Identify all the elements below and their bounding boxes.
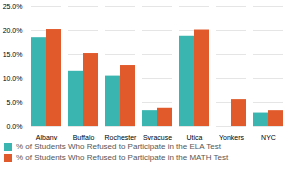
- svg-text:5.0%: 5.0%: [7, 99, 23, 106]
- svg-text:10.0%: 10.0%: [3, 75, 23, 82]
- svg-text:25.0%: 25.0%: [3, 3, 23, 10]
- html-text:% of Students Who Refused to P: % of Students Who Refused to Participate…: [16, 153, 229, 162]
- svg-text:Rochester: Rochester: [105, 134, 138, 140]
- svg-text:0.0%: 0.0%: [7, 123, 23, 130]
- svg-text:15.0%: 15.0%: [3, 51, 23, 58]
- svg-text:NYC: NYC: [261, 134, 276, 140]
- svg-text:Albany: Albany: [36, 134, 58, 140]
- html-text:% of Students Who Refused to P: % of Students Who Refused to Participate…: [16, 142, 221, 151]
- svg-text:Syracuse: Syracuse: [143, 134, 172, 140]
- svg-text:Yonkers: Yonkers: [219, 134, 245, 140]
- svg-text:Buffalo: Buffalo: [73, 134, 95, 140]
- svg-text:20.0%: 20.0%: [3, 27, 23, 34]
- svg-text:Utica: Utica: [187, 134, 203, 140]
